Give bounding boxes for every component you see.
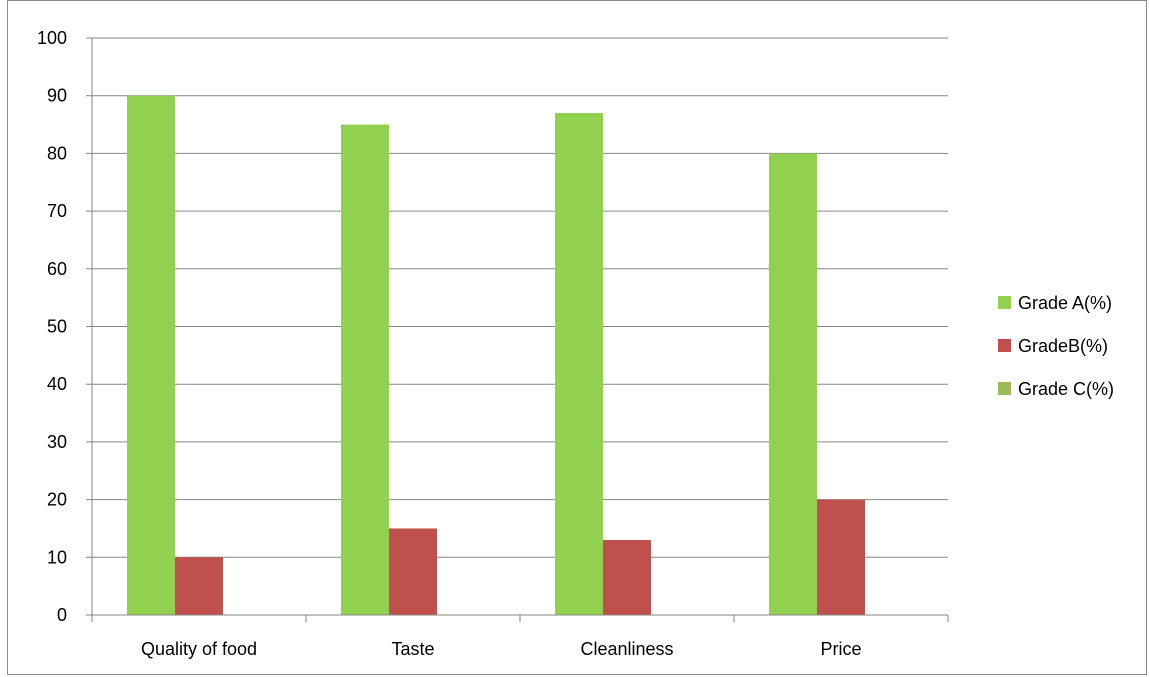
legend-swatch [998, 339, 1011, 352]
y-tick-label: 80 [47, 143, 67, 163]
legend-label: Grade A(%) [1018, 293, 1112, 313]
bars [127, 95, 865, 616]
y-tick-label: 100 [37, 28, 67, 48]
legend: Grade A(%) GradeB(%) Grade C(%) [998, 293, 1114, 399]
bar-gradeb- [389, 528, 437, 615]
y-tick-label: 70 [47, 201, 67, 221]
y-tick-label: 20 [47, 490, 67, 510]
y-tick-label: 10 [47, 547, 67, 567]
x-category-label: Quality of food [141, 639, 257, 659]
y-tick-label: 30 [47, 432, 67, 452]
y-axis-ticks: 0 10 20 30 40 50 60 70 80 90 100 [37, 28, 92, 625]
bar-grade-a- [127, 95, 175, 615]
bar-grade-a- [769, 153, 817, 615]
bar-grade-a- [555, 113, 603, 615]
y-tick-label: 50 [47, 317, 67, 337]
axes [91, 38, 949, 622]
y-tick-label: 90 [47, 86, 67, 106]
y-tick-label: 40 [47, 374, 67, 394]
x-category-label: Taste [391, 639, 434, 659]
x-category-label: Cleanliness [580, 639, 673, 659]
legend-label: GradeB(%) [1018, 336, 1108, 356]
gridlines [92, 37, 948, 558]
y-tick-label: 0 [57, 605, 67, 625]
y-tick-label: 60 [47, 259, 67, 279]
bar-grade-a- [341, 124, 389, 616]
bar-gradeb- [603, 539, 651, 615]
legend-label: Grade C(%) [1018, 379, 1114, 399]
legend-swatch [998, 296, 1011, 309]
bar-gradeb- [817, 499, 865, 615]
x-axis-labels: Quality of food Taste Cleanliness Price [141, 639, 862, 659]
legend-swatch [998, 382, 1011, 395]
x-category-label: Price [820, 639, 861, 659]
bar-gradeb- [175, 557, 223, 615]
